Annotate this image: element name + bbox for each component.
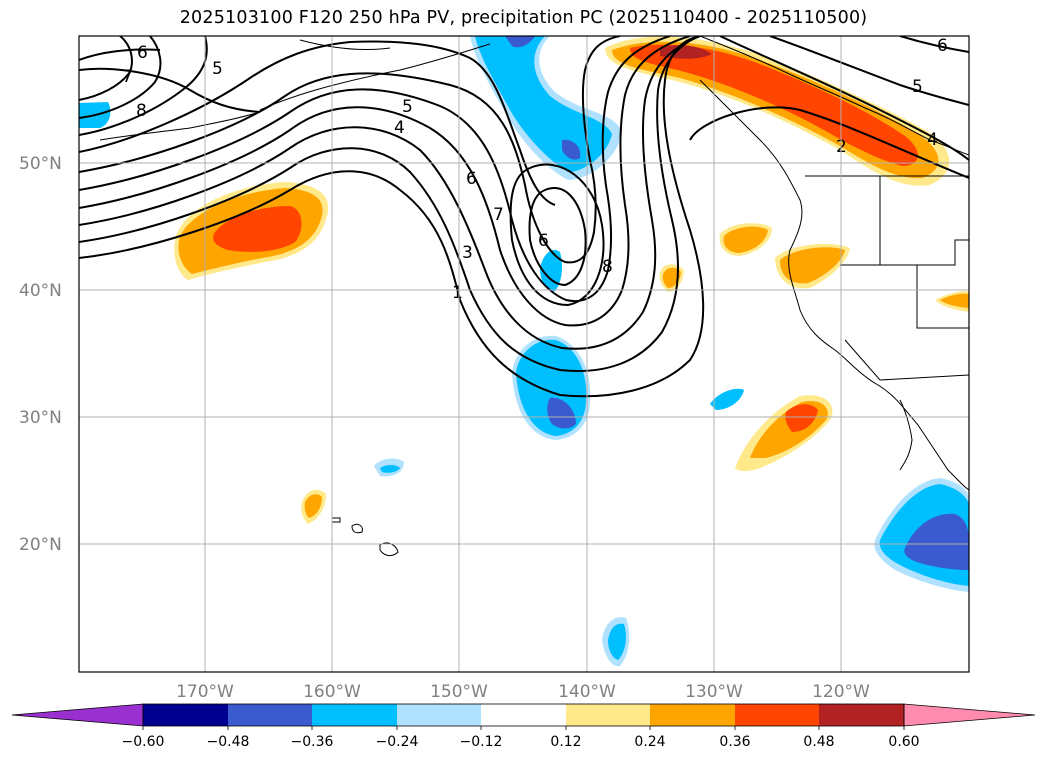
colorbar-tick-label: −0.36	[291, 734, 334, 750]
contour-label: 1	[452, 283, 463, 303]
lon-label: 130°W	[685, 682, 743, 702]
lat-label: 50°N	[19, 154, 62, 174]
colorbar-tick-labels: −0.60 −0.48 −0.36 −0.24 −0.12 0.12 0.24 …	[122, 734, 920, 750]
colorbar-tick-label: 0.48	[803, 734, 834, 750]
colorbar-tick-label: 0.12	[550, 734, 581, 750]
contour-label: 6	[538, 231, 549, 251]
contour-label: 7	[122, 67, 133, 87]
contour-label: 6	[937, 36, 948, 56]
contour-label: 7	[493, 205, 504, 225]
colorbar-segment	[481, 704, 566, 726]
colorbar-segment	[143, 704, 228, 726]
colorbar-segment	[566, 704, 650, 726]
contour-label: 8	[136, 101, 147, 121]
precip-shading	[79, 36, 969, 667]
colorbar-tick-label: 0.24	[634, 734, 665, 750]
colorbar-extend-right	[903, 703, 1036, 727]
contour-label: 5	[912, 77, 923, 97]
colorbar-ticks	[142, 726, 905, 730]
lat-label: 30°N	[19, 408, 62, 428]
contour-label: 4	[394, 118, 405, 138]
contour-label: 6	[466, 169, 477, 189]
gridlines	[79, 36, 969, 672]
contour-label: 5	[402, 97, 413, 117]
latitude-labels: 50°N 40°N 30°N 20°N	[19, 154, 62, 555]
lon-label: 160°W	[303, 682, 361, 702]
lat-label: 40°N	[19, 281, 62, 301]
colorbar-tick-label: −0.48	[207, 734, 250, 750]
colorbar-segment	[735, 704, 819, 726]
pv-contours	[79, 36, 969, 398]
longitude-labels: 170°W 160°W 150°W 140°W 130°W 120°W	[176, 682, 870, 702]
lon-label: 150°W	[430, 682, 488, 702]
lon-label: 140°W	[558, 682, 616, 702]
colorbar-segment	[397, 704, 481, 726]
contour-label: 4	[927, 130, 938, 150]
colorbar: −0.60 −0.48 −0.36 −0.24 −0.12 0.12 0.24 …	[11, 703, 1036, 750]
colorbar-tick-label: −0.12	[460, 734, 503, 750]
colorbar-segment	[228, 704, 312, 726]
contour-label: 6	[137, 43, 148, 63]
plot-title: 2025103100 F120 250 hPa PV, precipitatio…	[179, 8, 868, 28]
colorbar-segment	[650, 704, 735, 726]
contour-label: 3	[462, 243, 473, 263]
contour-label: 5	[212, 59, 223, 79]
lon-label: 170°W	[176, 682, 234, 702]
lat-label: 20°N	[19, 535, 62, 555]
colorbar-extend-left	[11, 703, 144, 727]
coastlines	[99, 36, 969, 557]
map-frame	[78, 35, 970, 673]
colorbar-tick-label: 0.60	[888, 734, 919, 750]
colorbar-segment	[312, 704, 397, 726]
colorbar-segment	[819, 704, 904, 726]
colorbar-tick-label: −0.60	[122, 734, 165, 750]
contour-label: 8	[602, 257, 613, 277]
colorbar-tick-label: 0.36	[719, 734, 750, 750]
lon-label: 120°W	[812, 682, 870, 702]
colorbar-tick-label: −0.24	[376, 734, 419, 750]
